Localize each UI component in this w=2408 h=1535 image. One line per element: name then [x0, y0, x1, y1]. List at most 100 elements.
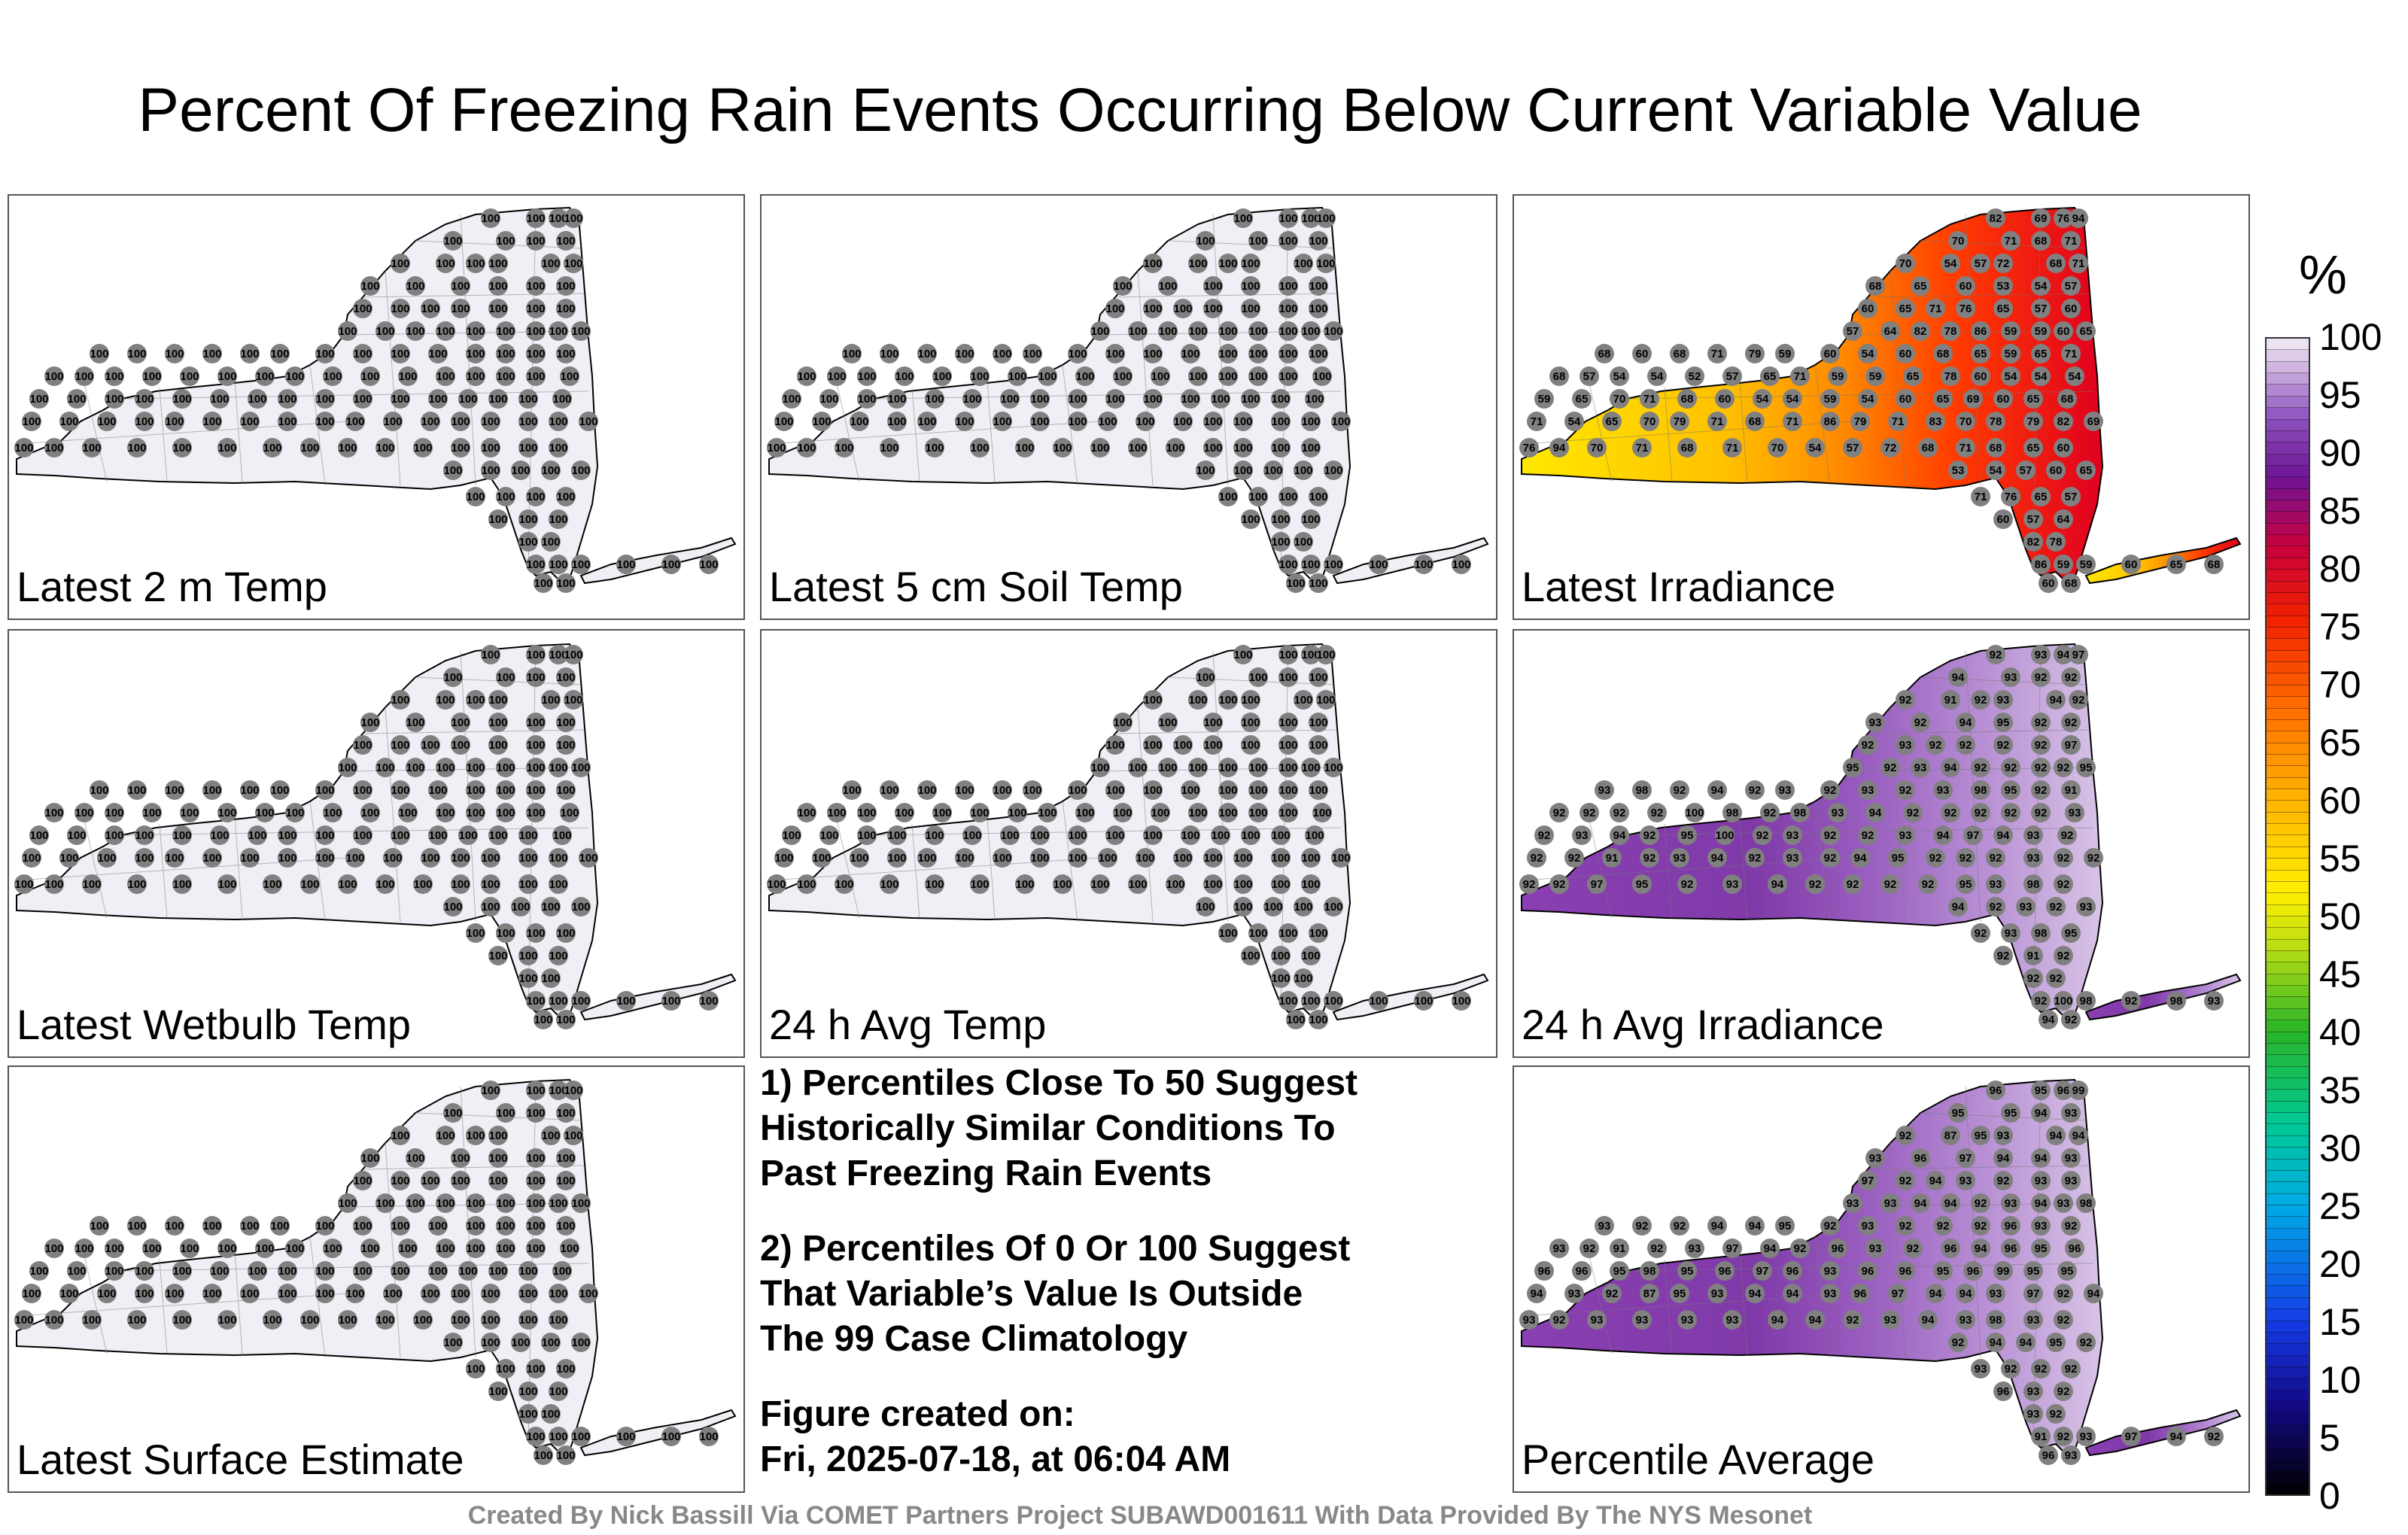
colorbar-tick-label: 100 — [2319, 316, 2382, 358]
station-marker — [421, 848, 440, 868]
station-marker — [172, 438, 192, 457]
station-marker — [360, 366, 380, 386]
station-marker — [1820, 825, 1840, 845]
station-marker — [556, 1216, 576, 1236]
station-value: 100 — [1309, 716, 1327, 729]
station-value: 100 — [1312, 807, 1331, 819]
station-value: 100 — [556, 235, 575, 248]
station-marker — [1316, 690, 1336, 710]
station-marker — [1820, 344, 1840, 363]
station-value: 100 — [993, 784, 1011, 797]
station-marker — [797, 874, 816, 894]
station-marker — [1956, 848, 1975, 868]
station-value: 94 — [1997, 1152, 2010, 1165]
station-value: 100 — [835, 442, 853, 454]
station-marker — [1610, 803, 1629, 822]
station-value: 93 — [2027, 1314, 2040, 1327]
station-value: 100 — [962, 829, 981, 842]
station-marker — [436, 321, 455, 341]
station-marker — [2001, 366, 2020, 386]
station-marker — [1309, 487, 1328, 506]
station-value: 92 — [1847, 1314, 1859, 1327]
colorbar-stripe — [2267, 708, 2309, 720]
station-marker — [1534, 825, 1554, 845]
station-marker — [541, 460, 561, 480]
station-marker — [1850, 1284, 1870, 1303]
station-value: 59 — [1779, 348, 1792, 360]
station-marker — [564, 645, 583, 664]
station-marker — [413, 874, 433, 894]
station-marker — [526, 299, 546, 318]
station-marker — [323, 803, 342, 822]
station-value: 100 — [1452, 558, 1470, 571]
station-marker — [421, 735, 440, 755]
station-marker — [428, 780, 448, 800]
station-marker — [1271, 848, 1291, 868]
station-value: 92 — [1990, 901, 2002, 913]
station-value: 65 — [2027, 393, 2040, 406]
station-value: 100 — [1309, 491, 1327, 503]
station-value: 100 — [421, 1287, 439, 1300]
station-value: 94 — [1771, 878, 1784, 891]
colorbar-stripe — [2267, 488, 2309, 501]
station-value: 100 — [560, 1242, 579, 1255]
station-value: 100 — [421, 852, 439, 865]
station-value: 100 — [1173, 852, 1192, 865]
station-marker — [466, 690, 485, 710]
station-marker — [1309, 1010, 1328, 1029]
station-value: 100 — [391, 1265, 409, 1278]
station-marker — [2039, 1445, 2058, 1465]
station-value: 100 — [1294, 464, 1312, 477]
station-value: 82 — [2027, 536, 2040, 549]
station-marker — [1595, 344, 1614, 363]
station-marker — [44, 1310, 64, 1330]
station-marker — [1941, 758, 1960, 777]
station-marker — [14, 874, 34, 894]
colorbar-stripe — [2267, 558, 2309, 570]
station-marker — [1113, 366, 1133, 386]
station-marker — [59, 1284, 79, 1303]
station-value: 100 — [14, 1314, 33, 1327]
station-marker — [2046, 532, 2066, 552]
station-marker — [180, 1239, 199, 1258]
station-marker — [2039, 1010, 2058, 1029]
station-marker — [1587, 1310, 1607, 1330]
station-marker — [526, 713, 546, 732]
station-value: 100 — [549, 878, 567, 891]
station-value: 100 — [797, 807, 816, 819]
station-value: 100 — [955, 415, 974, 428]
station-marker — [1309, 276, 1328, 296]
station-value: 97 — [1862, 1175, 1874, 1187]
station-value: 100 — [1301, 878, 1320, 891]
station-marker — [1896, 1126, 1915, 1145]
station-marker — [1278, 991, 1298, 1011]
station-value: 59 — [1538, 393, 1551, 406]
station-value: 100 — [1068, 348, 1087, 360]
colorbar-stripe — [2267, 1193, 2309, 1205]
station-marker — [2046, 1126, 2066, 1145]
state-shape — [16, 643, 599, 1025]
station-value: 100 — [1278, 348, 1297, 360]
station-value: 57 — [2065, 491, 2078, 503]
station-value: 94 — [2072, 1129, 2085, 1142]
colorbar-stripe — [2267, 881, 2309, 894]
colorbar-stripe — [2267, 719, 2309, 732]
station-value: 96 — [1832, 1242, 1844, 1255]
station-value: 100 — [1241, 950, 1260, 962]
station-marker — [1986, 897, 2005, 916]
station-value: 100 — [428, 1265, 447, 1278]
station-value: 94 — [1929, 1287, 1942, 1300]
station-value: 100 — [1030, 829, 1049, 842]
station-value: 93 — [2057, 1197, 2070, 1210]
station-marker — [1579, 803, 1599, 822]
colorbar-stripe — [2267, 1113, 2309, 1125]
station-marker — [511, 1333, 531, 1352]
station-marker — [1218, 366, 1238, 386]
station-value: 92 — [1674, 784, 1686, 797]
station-marker — [552, 825, 572, 845]
station-value: 100 — [1143, 302, 1162, 315]
station-marker — [556, 1359, 576, 1378]
colorbar-tick-label: 5 — [2319, 1417, 2340, 1459]
station-marker — [248, 825, 267, 845]
station-value: 92 — [1975, 927, 1987, 940]
